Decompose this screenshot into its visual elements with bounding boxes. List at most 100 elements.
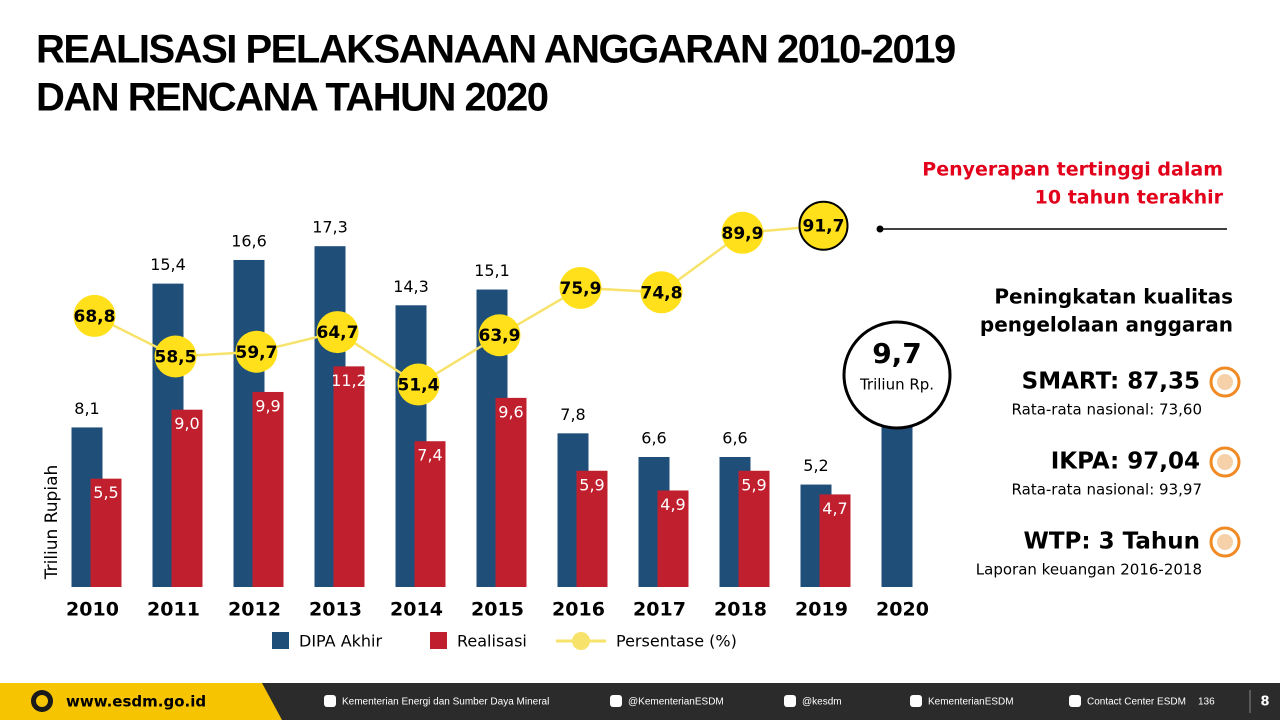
x-tick-label: 2012 (228, 599, 281, 621)
footer-icon (1069, 695, 1081, 707)
legend-swatch (430, 632, 447, 649)
panel-icon (1217, 374, 1233, 390)
value-label: 89,9 (722, 224, 764, 244)
value-label: 5,5 (93, 483, 118, 502)
value-label: 7,4 (417, 446, 442, 465)
panel-note: Laporan keuangan 2016-2018 (976, 561, 1202, 579)
value-label: 15,4 (150, 255, 186, 274)
value-label: 75,9 (560, 279, 602, 299)
panel-note: Rata-rata nasional: 73,60 (1012, 401, 1202, 419)
bar (495, 397, 527, 587)
value-label: 17,3 (312, 218, 348, 237)
x-tick-label: 2017 (633, 599, 686, 621)
footer-icon (910, 695, 922, 707)
value-label: 14,3 (393, 277, 429, 296)
bar (657, 490, 689, 587)
value-label: 51,4 (398, 375, 440, 395)
value-label: 9,9 (255, 396, 280, 415)
value-label: 6,6 (722, 428, 747, 447)
footer-link[interactable]: 136 (1198, 697, 1215, 708)
line-marker (73, 294, 116, 337)
value-label: 8,1 (74, 399, 99, 418)
line-marker (154, 335, 197, 378)
value-label: 4,9 (660, 495, 685, 514)
logo (36, 695, 48, 707)
value-label: 64,7 (317, 323, 359, 343)
title-line: DAN RENCANA TAHUN 2020 (36, 76, 548, 120)
panel-heading: pengelolaan anggaran (980, 313, 1233, 337)
x-tick-label: 2011 (147, 599, 200, 621)
x-tick-label: 2020 (876, 599, 929, 621)
x-tick-label: 2013 (309, 599, 362, 621)
legend-label: Realisasi (457, 632, 527, 651)
x-tick-label: 2018 (714, 599, 767, 621)
title-line: REALISASI PELAKSANAAN ANGGARAN 2010-2019 (36, 28, 955, 72)
value-label: 91,7 (803, 217, 845, 237)
bar (252, 391, 284, 587)
value-label: 9,0 (174, 414, 199, 433)
panel-heading: Peningkatan kualitas (994, 285, 1233, 309)
annotation-dot (876, 225, 884, 233)
y-axis-label: Triliun Rupiah (42, 465, 62, 581)
value-label: 5,9 (741, 475, 766, 494)
bar (576, 470, 608, 587)
bar (171, 409, 203, 587)
annotation: 10 tahun terakhir (1035, 187, 1224, 209)
bar (333, 366, 365, 587)
panel-item: WTP: 3 Tahun (1024, 529, 1201, 555)
value-label: 6,6 (641, 428, 666, 447)
x-tick-label: 2015 (471, 599, 524, 621)
value-label: 9,6 (498, 402, 523, 421)
bar (414, 441, 446, 587)
legend-marker (572, 632, 590, 650)
value-label: 63,9 (479, 326, 521, 346)
line-marker (397, 363, 440, 406)
value-label: 68,8 (74, 307, 116, 327)
value-label: 5,9 (579, 475, 604, 494)
annotation: Penyerapan tertinggi dalam (922, 159, 1223, 181)
value-label: 4,7 (822, 499, 847, 518)
panel-item: SMART: 87,35 (1022, 369, 1200, 395)
footer-icon (610, 695, 622, 707)
bar (90, 478, 122, 587)
footer-link[interactable]: KementerianESDM (928, 697, 1014, 708)
legend-label: Persentase (%) (616, 632, 737, 651)
panel-item: IKPA: 97,04 (1051, 449, 1200, 475)
value-label: 74,8 (641, 283, 683, 303)
footer-link[interactable]: Contact Center ESDM (1087, 697, 1186, 708)
annotation: Triliun Rp. (859, 376, 934, 394)
line-marker (559, 266, 602, 309)
value-label: 58,5 (155, 348, 197, 368)
line-marker (798, 200, 849, 251)
value-label: 16,6 (231, 231, 267, 250)
line-marker (640, 271, 683, 314)
value-label: 15,1 (474, 261, 510, 280)
footer-link[interactable]: @KementerianESDM (628, 697, 724, 708)
value-label: 9,7 (872, 337, 922, 370)
footer-icon (784, 695, 796, 707)
value-label: 59,7 (236, 343, 278, 363)
legend-label: DIPA Akhir (299, 632, 382, 651)
line (93, 224, 824, 386)
line-marker (721, 211, 764, 254)
highlight-circle (842, 320, 952, 430)
footer-icon (324, 695, 336, 707)
panel-icon (1217, 534, 1233, 550)
bar (819, 494, 851, 587)
panel-note: Rata-rata nasional: 93,97 (1012, 481, 1202, 499)
value-label: 5,2 (803, 456, 828, 475)
footer-accent (0, 683, 282, 720)
footer-link[interactable]: @kesdm (802, 697, 842, 708)
x-tick-label: 2019 (795, 599, 848, 621)
panel-icon (1217, 454, 1233, 470)
x-tick-label: 2016 (552, 599, 605, 621)
page-number: 8 (1260, 695, 1269, 710)
x-tick-label: 2014 (390, 599, 443, 621)
line-marker (478, 314, 521, 357)
footer-website[interactable]: www.esdm.go.id (66, 693, 206, 711)
bar (738, 470, 770, 587)
footer-link[interactable]: Kementerian Energi dan Sumber Daya Miner… (342, 697, 549, 708)
legend-swatch (272, 632, 289, 649)
value-label: 11,2 (331, 371, 367, 390)
